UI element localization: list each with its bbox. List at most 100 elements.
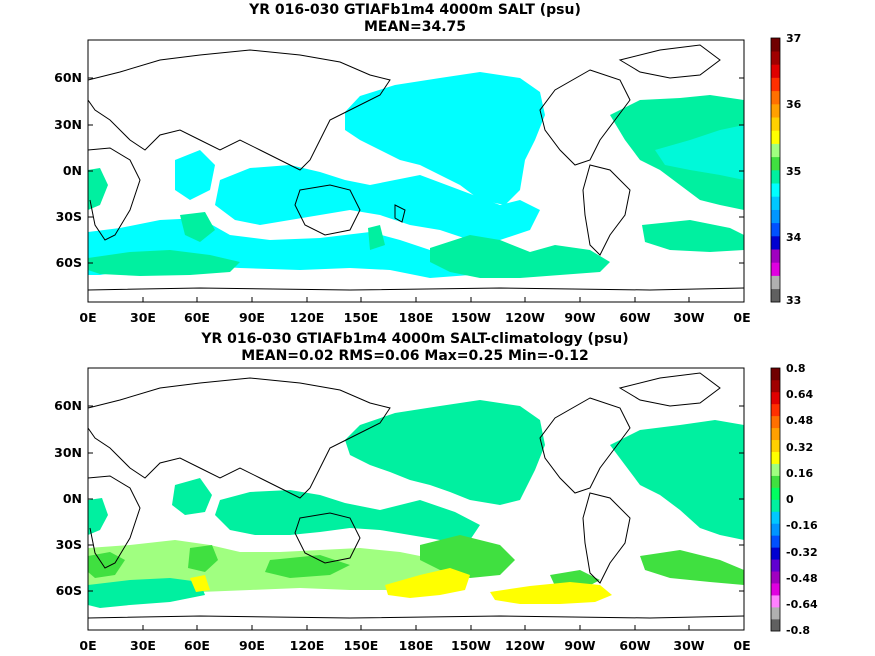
colorbar-swatch — [771, 475, 780, 488]
lon-label-1: 150E — [344, 310, 379, 325]
lon-label-2: 150E — [344, 638, 379, 653]
colorbar-2-label: -0.16 — [786, 519, 818, 532]
lon-label-1: 90E — [239, 310, 265, 325]
lon-label-1: 0E — [733, 310, 750, 325]
lon-label-2: 30E — [130, 638, 156, 653]
colorbar-2-label: 0.64 — [786, 388, 813, 401]
colorbar-swatch — [771, 38, 780, 52]
lon-label-1: 30W — [673, 310, 704, 325]
colorbar-1-labels: 37 36 35 34 33 — [786, 32, 802, 307]
colorbar-swatch — [771, 427, 780, 441]
lat-label-30s-2: 30S — [56, 537, 82, 552]
colorbar-swatch — [771, 51, 780, 65]
colorbar-2-label: -0.48 — [786, 572, 818, 585]
colorbar-1 — [770, 37, 781, 303]
colorbar-2-label: -0.8 — [786, 624, 810, 637]
colorbar-1-label: 35 — [786, 165, 801, 178]
colorbar-swatch — [771, 391, 780, 405]
lon-label-1: 30E — [130, 310, 156, 325]
colorbar-swatch — [771, 368, 780, 381]
colorbar-swatch — [771, 607, 780, 620]
colorbar-swatch — [771, 511, 780, 524]
lon-label-2: 60W — [619, 638, 650, 653]
colorbar-swatch — [771, 379, 780, 393]
lon-label-2: 30W — [673, 638, 704, 653]
lon-label-2: 90E — [239, 638, 265, 653]
colorbar-2-label: 0.8 — [786, 362, 806, 375]
lat-label-60n-1: 60N — [54, 70, 82, 85]
colorbar-1-label: 37 — [786, 32, 801, 45]
colorbar-swatch — [771, 143, 780, 158]
colorbar-swatch — [771, 288, 780, 303]
lon-ticks-1 — [142, 297, 690, 302]
colorbar-swatch — [771, 523, 780, 536]
colorbar-2-label: 0.48 — [786, 414, 813, 427]
colorbar-swatch — [771, 547, 780, 560]
panel2-title: YR 016-030 GTIAFb1m4 4000m SALT-climatol… — [201, 331, 629, 347]
map-panel-1: 60N 30N 0N 30S 60S 0E 30E 60E 90E 120E 1… — [54, 39, 751, 325]
colorbar-2-label: 0.16 — [786, 467, 813, 480]
colorbar-swatch — [771, 619, 780, 632]
colorbar-swatch — [771, 156, 780, 171]
colorbar-2-label: 0.32 — [786, 441, 813, 454]
colorbar-swatch — [771, 170, 780, 184]
colorbar-swatch — [771, 463, 780, 476]
colorbar-swatch — [771, 222, 780, 237]
lat-label-0n-1: 0N — [63, 163, 82, 178]
lon-label-1: 120E — [290, 310, 325, 325]
colorbar-swatch — [771, 415, 780, 429]
colorbar-swatch — [771, 90, 780, 105]
lon-label-2: 180E — [399, 638, 434, 653]
colorbar-2-labels: 0.8 0.64 0.48 0.32 0.16 0 -0.16 -0.32 -0… — [786, 362, 818, 637]
lat-label-30s-1: 30S — [56, 209, 82, 224]
colorbar-swatch — [771, 183, 780, 197]
colorbar-swatch — [771, 439, 780, 452]
lon-label-2: 0E — [79, 638, 96, 653]
colorbar-swatch — [771, 487, 780, 500]
colorbar-swatch — [771, 403, 780, 417]
colorbar-swatch — [771, 595, 780, 608]
colorbar-swatch — [771, 451, 780, 464]
colorbar-swatch — [771, 571, 780, 584]
colorbar-frame — [770, 37, 781, 303]
colorbar-swatch — [771, 104, 780, 118]
lon-label-1: 120W — [505, 310, 545, 325]
colorbar-1-label: 36 — [786, 98, 802, 111]
lon-label-2: 0E — [733, 638, 750, 653]
lon-label-1: 0E — [79, 310, 96, 325]
lat-label-60n-2: 60N — [54, 398, 82, 413]
colorbar-swatch — [771, 209, 780, 224]
colorbar-swatch — [771, 130, 780, 144]
colorbar-1-label: 33 — [786, 294, 801, 307]
lon-ticks-2 — [142, 625, 690, 630]
lat-ticks-2 — [88, 405, 744, 592]
map-panel-2: 60N 30N 0N 30S 60S 0E 30E 60E 90E 120E 1… — [54, 367, 751, 653]
lat-label-30n-2: 30N — [54, 445, 82, 460]
colorbar-swatch — [771, 262, 780, 276]
colorbar-swatch — [771, 196, 780, 210]
colorbar-swatch — [771, 77, 780, 92]
lon-label-2: 150W — [451, 638, 491, 653]
colorbar-1-label: 34 — [786, 231, 802, 244]
salinity-anomaly-field-2 — [88, 372, 744, 619]
lon-label-2: 120W — [505, 638, 545, 653]
lat-label-30n-1: 30N — [54, 117, 82, 132]
colorbar-2-label: -0.64 — [786, 598, 818, 611]
lon-label-2: 60E — [184, 638, 210, 653]
lat-label-60s-1: 60S — [56, 255, 82, 270]
colorbar-swatch — [771, 535, 780, 548]
lon-label-2: 120E — [290, 638, 325, 653]
colorbar-swatch — [771, 559, 780, 572]
lon-label-1: 60W — [619, 310, 650, 325]
colorbar-swatch — [771, 117, 780, 131]
colorbar-swatch — [771, 249, 780, 263]
panel1-subtitle: MEAN=34.75 — [363, 19, 467, 35]
lon-label-2: 90W — [564, 638, 595, 653]
colorbar-2-label: -0.32 — [786, 546, 818, 559]
lon-label-1: 180E — [399, 310, 434, 325]
lon-label-1: 150W — [451, 310, 491, 325]
lon-label-1: 90W — [564, 310, 595, 325]
colorbar-2-label: 0 — [786, 493, 794, 506]
lat-ticks-1 — [88, 77, 744, 264]
